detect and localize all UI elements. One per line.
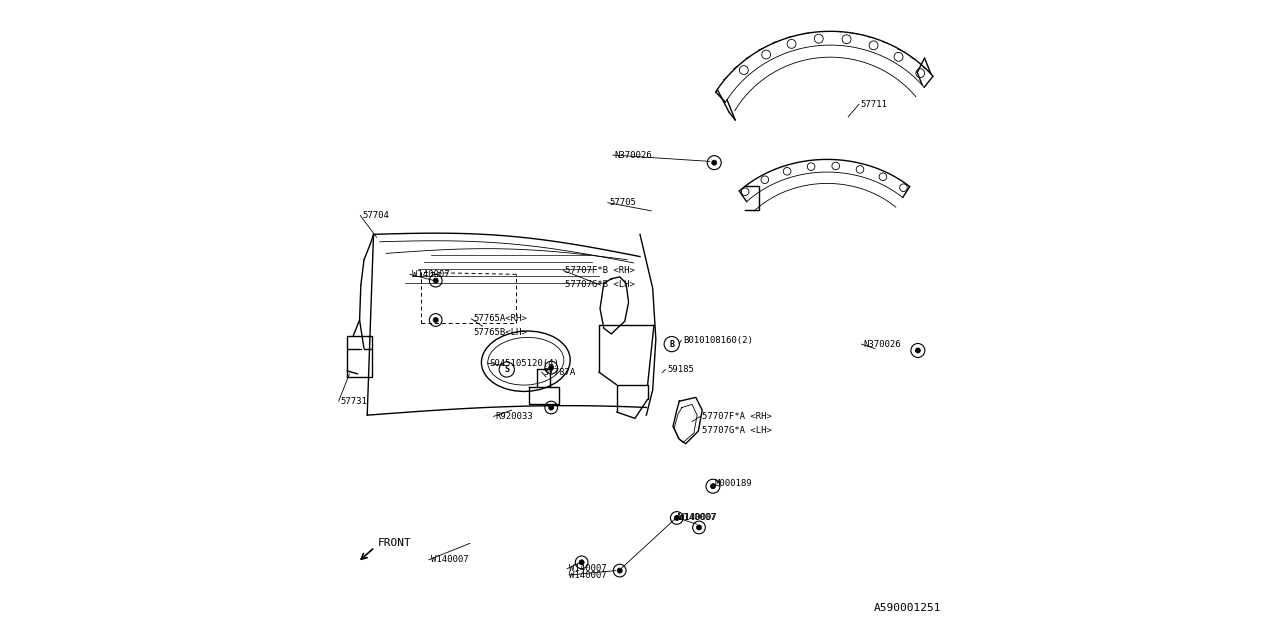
Text: 57704: 57704 — [362, 211, 389, 220]
Text: 57787A: 57787A — [544, 367, 576, 376]
Text: N370026: N370026 — [614, 150, 653, 159]
Text: 59185: 59185 — [667, 365, 694, 374]
Text: B010108160(2): B010108160(2) — [684, 336, 753, 345]
Text: 57707G*A <LH>: 57707G*A <LH> — [703, 426, 772, 435]
Circle shape — [549, 405, 554, 410]
Text: W140007: W140007 — [412, 270, 449, 279]
Text: FRONT: FRONT — [378, 538, 412, 548]
Text: R920033: R920033 — [495, 412, 532, 421]
Text: 57711: 57711 — [860, 100, 887, 109]
Text: 57765B<LH>: 57765B<LH> — [474, 328, 527, 337]
Text: 57765A<RH>: 57765A<RH> — [474, 314, 527, 323]
Text: B: B — [669, 340, 675, 349]
Circle shape — [433, 278, 438, 284]
Circle shape — [579, 560, 584, 565]
Text: N370026: N370026 — [863, 340, 901, 349]
Text: A590001251: A590001251 — [874, 603, 941, 613]
Circle shape — [617, 568, 622, 573]
Text: 57707F*A <RH>: 57707F*A <RH> — [703, 412, 772, 421]
Circle shape — [915, 348, 920, 353]
Text: W140007: W140007 — [680, 513, 717, 522]
Text: W140007: W140007 — [430, 556, 468, 564]
Text: S045105120(4): S045105120(4) — [489, 358, 559, 367]
Circle shape — [549, 365, 554, 370]
Text: S: S — [504, 365, 509, 374]
Text: M000189: M000189 — [714, 479, 753, 488]
Circle shape — [675, 515, 680, 520]
Circle shape — [433, 317, 438, 323]
Text: 57705: 57705 — [609, 198, 636, 207]
Circle shape — [710, 484, 716, 489]
Text: W140007: W140007 — [568, 570, 607, 580]
Text: 57731: 57731 — [340, 397, 367, 406]
Circle shape — [712, 160, 717, 165]
Text: W140007: W140007 — [568, 564, 607, 573]
Text: 57707F*B <RH>: 57707F*B <RH> — [566, 266, 635, 275]
Circle shape — [696, 525, 701, 530]
Text: 57707G*B <LH>: 57707G*B <LH> — [566, 280, 635, 289]
Text: W140007: W140007 — [678, 513, 716, 522]
